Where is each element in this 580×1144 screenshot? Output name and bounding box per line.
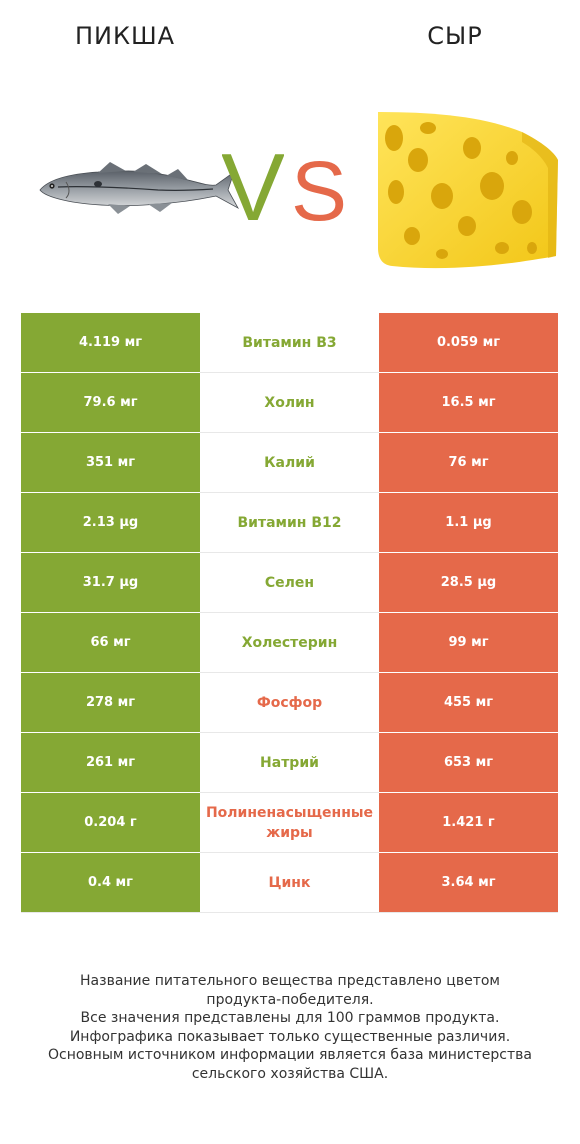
right-value: 99 мг (379, 613, 558, 672)
vs-letter-s: S (291, 144, 347, 235)
row-divider (21, 672, 200, 673)
svg-text:S: S (291, 144, 347, 235)
row-divider (379, 372, 558, 373)
table-row: 0.204 г Полиненасыщенные жиры 1.421 г (21, 793, 558, 853)
row-divider (200, 672, 379, 673)
nutrient-name: Селен (200, 553, 379, 612)
row-divider (379, 432, 558, 433)
table-row: 4.119 мг Витамин B3 0.059 мг (21, 313, 558, 373)
title-left: ПИКША (74, 22, 176, 50)
row-divider (200, 792, 379, 793)
left-value: 4.119 мг (21, 313, 200, 372)
row-divider (379, 852, 558, 853)
row-divider (21, 432, 200, 433)
table-bottom-divider (21, 912, 558, 913)
right-value: 16.5 мг (379, 373, 558, 432)
row-divider (200, 372, 379, 373)
row-divider (200, 852, 379, 853)
nutrient-name: Фосфор (200, 673, 379, 732)
right-value: 455 мг (379, 673, 558, 732)
table-row: 66 мг Холестерин 99 мг (21, 613, 558, 673)
row-divider (200, 432, 379, 433)
left-value: 79.6 мг (21, 373, 200, 432)
row-divider (379, 792, 558, 793)
table-row: 261 мг Натрий 653 мг (21, 733, 558, 793)
nutrient-name: Витамин B12 (200, 493, 379, 552)
row-divider (21, 612, 200, 613)
left-value: 2.13 µg (21, 493, 200, 552)
row-divider (379, 492, 558, 493)
right-value: 28.5 µg (379, 553, 558, 612)
nutrient-name: Холин (200, 373, 379, 432)
row-divider (21, 372, 200, 373)
row-divider (21, 732, 200, 733)
swiss-cheese-image (378, 112, 558, 269)
table-row: 31.7 µg Селен 28.5 µg (21, 553, 558, 613)
row-divider (379, 612, 558, 613)
footer-line-5: Основным источником информации является … (48, 1047, 532, 1063)
row-divider (379, 552, 558, 553)
left-value: 278 мг (21, 673, 200, 732)
table-row: 278 мг Фосфор 455 мг (21, 673, 558, 733)
right-value: 653 мг (379, 733, 558, 792)
row-divider (21, 492, 200, 493)
row-divider (21, 792, 200, 793)
row-divider (200, 492, 379, 493)
footer-line-4: Инфографика показывает только существенн… (69, 1028, 511, 1045)
row-divider (21, 852, 200, 853)
comparison-table: 4.119 мг Витамин B3 0.059 мг 79.6 мг Холин 16… (21, 313, 558, 913)
right-value: 1.421 г (379, 793, 558, 852)
left-value: 0.204 г (21, 793, 200, 852)
nutrient-name: Витамин B3 (200, 313, 379, 372)
left-value: 66 мг (21, 613, 200, 672)
nutrient-name: Калий (200, 433, 379, 492)
row-divider (200, 612, 379, 613)
row-divider (379, 672, 558, 673)
row-divider (21, 552, 200, 553)
nutrient-name: Натрий (200, 733, 379, 792)
table-row: 79.6 мг Холин 16.5 мг (21, 373, 558, 433)
table-row: 0.4 мг Цинк 3.64 мг (21, 853, 558, 913)
nutrient-name: Полиненасыщенные жиры (200, 793, 379, 852)
right-value: 76 мг (379, 433, 558, 492)
row-divider (200, 732, 379, 733)
footer-line-3: Все значения представлены для 100 граммо… (80, 1010, 500, 1026)
right-value: 3.64 мг (379, 853, 558, 912)
footer-line-6: сельского хозяйства США. (191, 1065, 389, 1082)
nutrient-name: Цинк (200, 853, 379, 912)
left-value: 351 мг (21, 433, 200, 492)
footer-line-1: Название питательного вещества представл… (80, 973, 500, 989)
left-value: 0.4 мг (21, 853, 200, 912)
footer-note: Название питательного вещества представл… (10, 972, 570, 1083)
footer-line-2: продукта-победителя. (206, 991, 374, 1008)
table-row: 351 мг Калий 76 мг (21, 433, 558, 493)
vs-letter-v: V (222, 135, 284, 235)
haddock-fish-image (39, 162, 240, 214)
left-value: 261 мг (21, 733, 200, 792)
right-value: 0.059 мг (379, 313, 558, 372)
row-divider (200, 552, 379, 553)
title-right: СЫР (427, 22, 483, 50)
row-divider (379, 732, 558, 733)
table-row: 2.13 µg Витамин B12 1.1 µg (21, 493, 558, 553)
right-value: 1.1 µg (379, 493, 558, 552)
svg-text:V: V (222, 135, 284, 235)
nutrient-name: Холестерин (200, 613, 379, 672)
left-value: 31.7 µg (21, 553, 200, 612)
